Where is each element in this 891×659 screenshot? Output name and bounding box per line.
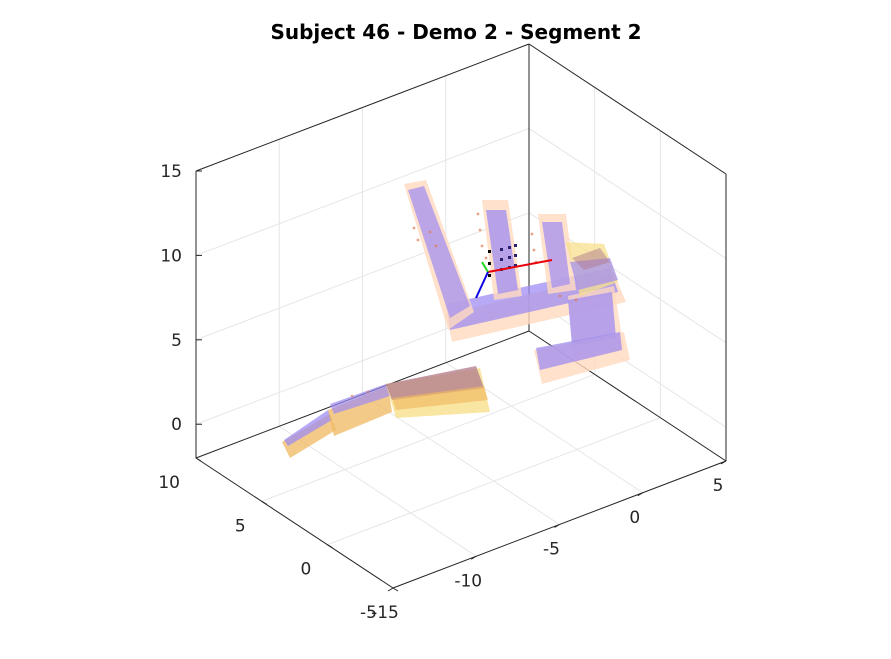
forearm-segment-1 <box>282 410 336 458</box>
forearm-segment-2 <box>328 384 392 436</box>
x-tick-label: -10 <box>454 571 482 591</box>
y-tick-label: -5 <box>360 603 377 623</box>
z-tick-label: 5 <box>171 331 182 351</box>
x-tick-label: 0 <box>629 508 640 528</box>
y-tick-label: 10 <box>158 473 180 493</box>
x-tick-mark <box>720 460 727 465</box>
z-tick-label: 10 <box>160 246 182 266</box>
tracker-points <box>350 212 578 398</box>
y-tick-label: 0 <box>301 560 312 580</box>
y-tick-label: 5 <box>235 516 246 536</box>
grid-line-wall-y-horizontal <box>195 127 530 256</box>
hand-segments <box>282 180 630 458</box>
y-tick-mark <box>195 457 202 462</box>
grid-line-wall-y-horizontal <box>195 212 530 341</box>
grid-line-wall-x-horizontal <box>528 127 727 259</box>
x-tick-label: -5 <box>543 540 560 560</box>
box-edge-back-top-y <box>195 43 530 172</box>
coordinate-frame <box>475 259 553 299</box>
y-axis-line <box>195 457 394 589</box>
grid-line-wall-x-horizontal <box>528 296 727 428</box>
y-tick-mark <box>327 544 333 549</box>
tick-labels: -15 -10 -5 0 5 -5 0 5 10 0 5 10 15 <box>158 162 723 623</box>
grid-line-floor-y <box>327 417 661 546</box>
grid-line-floor-y <box>261 373 595 502</box>
x-tick-mark <box>470 555 477 560</box>
finger-ring <box>538 214 576 294</box>
x-tick-mark <box>387 587 394 592</box>
x-tick-label: -15 <box>371 603 399 623</box>
x-tick-mark <box>637 492 644 497</box>
x-tick-label: 5 <box>713 476 724 496</box>
thumb-segment-2 <box>534 332 630 384</box>
z-tick-label: 0 <box>171 415 182 435</box>
grid-line-floor-x <box>278 425 477 557</box>
forearm-segment-3 <box>386 366 490 418</box>
finger-little <box>566 242 618 296</box>
y-tick-mark <box>261 500 267 505</box>
grid-line-floor-x <box>362 394 560 525</box>
box-edge-back-top-x <box>528 43 727 175</box>
frame-z-axis <box>475 271 489 299</box>
frame-x-axis <box>487 259 553 273</box>
y-tick-mark <box>392 587 399 592</box>
finger-index <box>404 180 474 330</box>
axes-box-front <box>195 170 727 592</box>
frame-y-axis <box>481 261 489 273</box>
x-tick-mark <box>554 524 560 528</box>
chart-title: Subject 46 - Demo 2 - Segment 2 <box>270 20 641 44</box>
z-tick-label: 15 <box>160 162 182 182</box>
